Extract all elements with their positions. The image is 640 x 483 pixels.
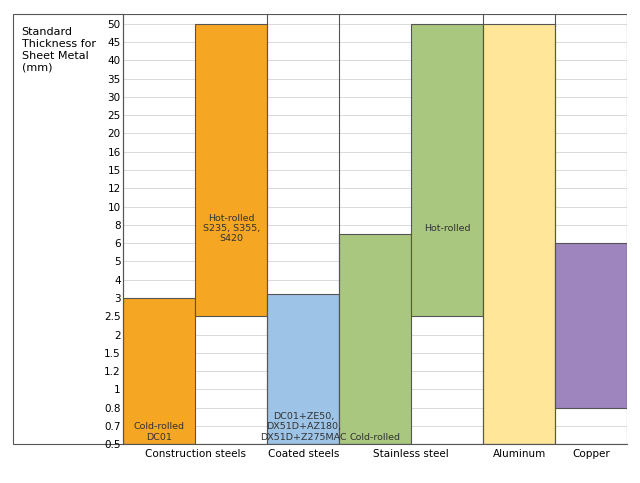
Text: Standard
Thickness for
Sheet Metal
(mm): Standard Thickness for Sheet Metal (mm) — [22, 28, 95, 72]
Bar — [483, 24, 556, 444]
Text: Cold-rolled: Cold-rolled — [350, 433, 401, 441]
Text: Cold-rolled
DC01: Cold-rolled DC01 — [134, 422, 185, 441]
Bar — [195, 24, 268, 316]
Bar — [268, 294, 339, 444]
Bar — [412, 24, 483, 316]
Bar — [556, 243, 627, 408]
Text: Hot-rolled
S235, S355,
S420: Hot-rolled S235, S355, S420 — [203, 213, 260, 243]
Text: Hot-rolled: Hot-rolled — [424, 224, 470, 233]
Bar — [339, 234, 412, 444]
Bar — [124, 298, 195, 444]
Text: DC01+ZE50,
DX51D+AZ180,
DX51D+Z275MAC: DC01+ZE50, DX51D+AZ180, DX51D+Z275MAC — [260, 412, 347, 441]
